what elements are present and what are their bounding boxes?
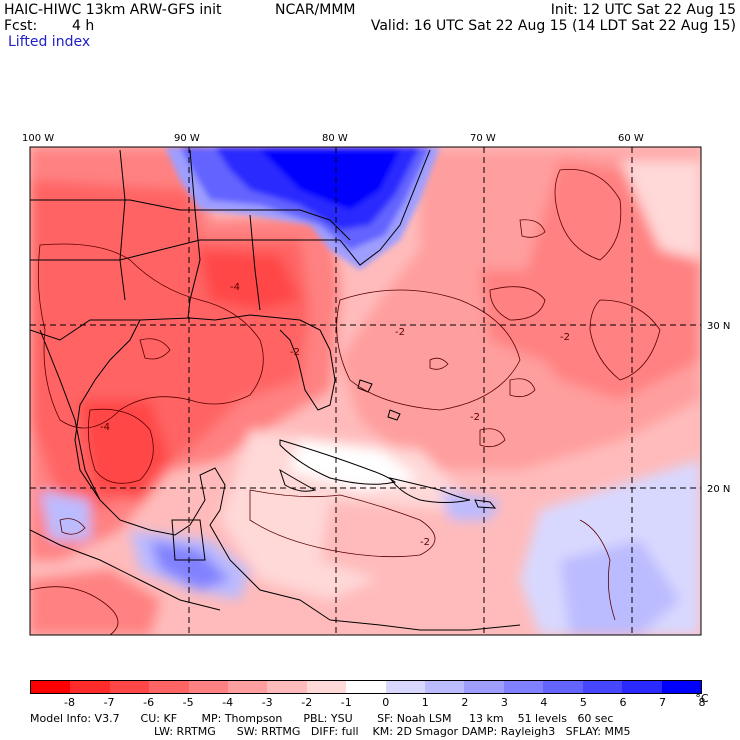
colorbar-swatch <box>306 681 347 693</box>
model-info-line2: LW: RRTMG SW: RRTMG DIFF: full KM: 2D Sm… <box>154 725 631 738</box>
lon-label: 80 W <box>322 133 348 144</box>
contour-label: -2 <box>290 347 300 358</box>
colorbar-tick-label: -5 <box>182 696 194 709</box>
colorbar-tick-label: -6 <box>143 696 155 709</box>
colorbar-tick-label: -7 <box>103 696 115 709</box>
colorbar-unit: °C <box>695 692 709 705</box>
lon-label: 100 W <box>22 133 54 144</box>
forecast-label: Fcst: <box>4 18 38 34</box>
colorbar-tick-label: -8 <box>64 696 75 709</box>
colorbar-tick-label: 4 <box>540 696 548 709</box>
init-time: Init: 12 UTC Sat 22 Aug 15 <box>550 2 736 18</box>
colorbar-swatch <box>543 681 583 693</box>
contour-label: -2 <box>420 537 430 548</box>
model-info-line1: Model Info: V3.7 CU: KF MP: Thompson PBL… <box>30 712 614 725</box>
colorbar-tick-label: 1 <box>421 696 429 709</box>
map-field: -2 -2 -2 -2 -4 -4 -2 <box>30 147 701 635</box>
colorbar-swatch <box>267 681 307 693</box>
colorbar-swatch <box>346 681 386 693</box>
colorbar-swatch <box>582 681 623 693</box>
colorbar-tick-label: -1 <box>340 696 352 709</box>
colorbar-tick-label: 6 <box>619 696 627 709</box>
colorbar <box>30 680 702 694</box>
colorbar-swatch <box>503 681 544 693</box>
li-contours <box>30 168 661 635</box>
contour-label: -2 <box>395 327 405 338</box>
colorbar-tick-label: -3 <box>261 696 273 709</box>
colorbar-tick-label: -2 <box>301 696 313 709</box>
colorbar-swatch <box>31 681 71 693</box>
colorbar-swatch <box>385 681 426 693</box>
model-title: HAIC-HIWC 13km ARW-GFS init <box>4 2 222 18</box>
colorbar-tick-label: 0 <box>382 696 390 709</box>
lon-label: 60 W <box>618 133 644 144</box>
colorbar-tick-label: 3 <box>500 696 508 709</box>
colorbar-swatch <box>228 681 268 693</box>
graticule <box>30 147 701 635</box>
lon-label: 70 W <box>470 133 496 144</box>
colorbar-tick-label: 8 <box>698 696 706 709</box>
colorbar-swatch <box>188 681 229 693</box>
contour-label: -4 <box>100 422 110 433</box>
colorbar-swatch <box>70 681 110 693</box>
lat-label: 20 N <box>707 484 730 495</box>
center-label: NCAR/MMM <box>275 2 356 18</box>
contour-label: -4 <box>230 282 240 293</box>
colorbar-tick-label: 7 <box>658 696 666 709</box>
colorbar-swatch <box>109 681 150 693</box>
colorbar-swatch <box>149 681 189 693</box>
coastlines <box>30 149 521 631</box>
colorbar-swatch <box>425 681 465 693</box>
forecast-hour: 4 h <box>72 18 95 34</box>
contour-label: -2 <box>470 412 480 423</box>
colorbar-swatch <box>464 681 504 693</box>
valid-time: Valid: 16 UTC Sat 22 Aug 15 (14 LDT Sat … <box>370 18 736 34</box>
colorbar-swatch <box>661 681 701 693</box>
contour-label: -2 <box>560 332 570 343</box>
map-frame <box>29 146 702 636</box>
lat-label: 30 N <box>707 321 730 332</box>
colorbar-tick-label: -4 <box>222 696 234 709</box>
field-name: Lifted index <box>8 34 91 50</box>
colorbar-swatch <box>622 681 662 693</box>
colorbar-tick-label: 2 <box>461 696 469 709</box>
lon-label: 90 W <box>174 133 200 144</box>
colorbar-tick-label: 5 <box>579 696 587 709</box>
